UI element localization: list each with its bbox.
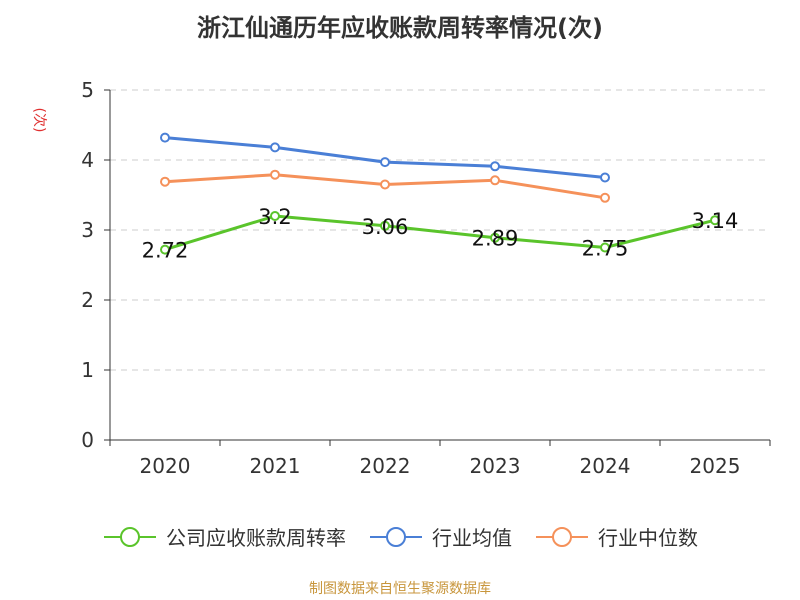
data-label: 3.2 [258, 205, 291, 229]
legend-label: 行业均值 [432, 526, 512, 550]
legend-line-icon [104, 526, 156, 547]
legend-item-industry-mean[interactable]: 行业均值 [368, 522, 512, 551]
data-point [490, 161, 500, 172]
y-tick-label: 3 [81, 218, 94, 242]
legend-label: 公司应收账款周转率 [166, 526, 346, 550]
data-point [710, 215, 720, 226]
data-point [600, 172, 610, 183]
y-tick-label: 0 [81, 428, 94, 452]
data-point [160, 132, 170, 143]
x-tick-label: 2020 [140, 454, 191, 478]
legend: 公司应收账款周转率 行业均值 行业中位数 [0, 522, 800, 551]
data-point [600, 242, 610, 253]
y-tick-label: 4 [81, 148, 94, 172]
legend-item-company[interactable]: 公司应收账款周转率 [102, 522, 346, 551]
data-point [380, 220, 390, 231]
data-point [270, 142, 280, 153]
data-point [270, 211, 280, 221]
x-tick-label: 2023 [470, 454, 521, 478]
data-label: 2.72 [142, 239, 189, 263]
data-point [270, 169, 280, 180]
y-tick-label: 1 [81, 358, 94, 382]
x-tick-label: 2021 [250, 454, 301, 478]
data-point [600, 192, 610, 203]
data-label: 3.06 [362, 215, 409, 239]
legend-label: 行业中位数 [598, 526, 698, 550]
data-point [160, 244, 170, 255]
data-label: 3.14 [692, 209, 739, 233]
data-point [380, 157, 390, 168]
y-tick-label: 2 [81, 288, 94, 312]
legend-item-industry-median[interactable]: 行业中位数 [534, 522, 698, 551]
series-line [164, 214, 716, 252]
legend-line-icon [536, 526, 588, 547]
data-label: 2.89 [472, 227, 519, 251]
data-point [160, 176, 170, 187]
data-point [490, 232, 500, 243]
x-tick-label: 2024 [580, 454, 631, 478]
data-source-note: 制图数据来自恒生聚源数据库 [309, 581, 491, 597]
x-tick-label: 2022 [360, 454, 411, 478]
chart-title: 浙江仙通历年应收账款周转率情况(次) [197, 14, 603, 42]
data-point [490, 175, 500, 186]
legend-line-icon [370, 526, 422, 547]
y-tick-label: 5 [81, 78, 94, 102]
data-point [380, 179, 390, 190]
x-tick-label: 2025 [690, 454, 741, 478]
data-label: 2.75 [582, 237, 629, 261]
